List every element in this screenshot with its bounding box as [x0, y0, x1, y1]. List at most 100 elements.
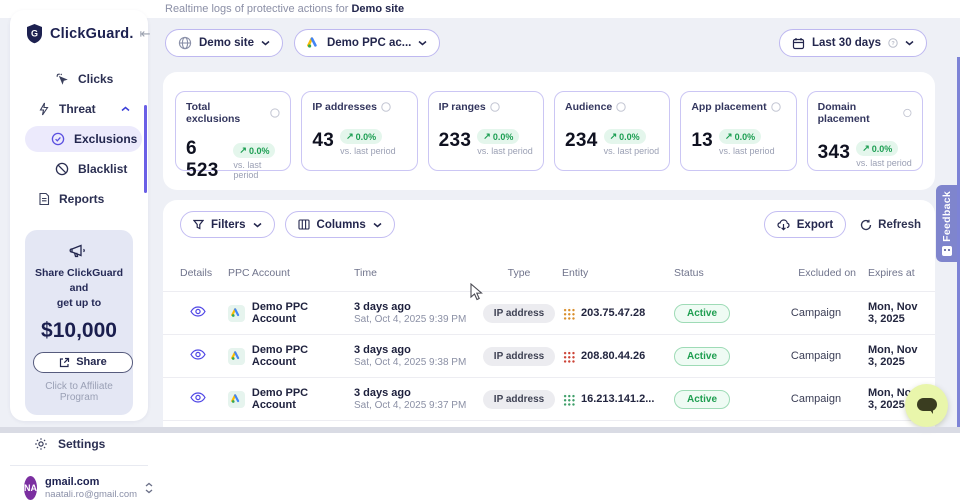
trend-badge: ↗ 0.0%	[233, 143, 275, 158]
stat-label: IP ranges	[439, 101, 486, 113]
time-absolute: Sat, Oct 4, 2025 9:38 PM	[354, 357, 476, 368]
stat-note: vs. last period	[340, 146, 396, 156]
chevron-down-icon	[373, 222, 382, 228]
trend-up-icon: ↗	[483, 131, 491, 142]
gear-icon	[34, 437, 48, 451]
trend-badge: ↗ 0.0%	[604, 129, 646, 144]
trend-badge: ↗ 0.0%	[340, 129, 382, 144]
ppc-account-filter-dropdown[interactable]: Demo PPC ac...	[294, 29, 440, 57]
stat-card-ip-addresses: IP addresses 43 ↗ 0.0%vs. last period	[301, 91, 417, 171]
sidebar-collapse-icon[interactable]: ⇤	[140, 26, 151, 42]
sidebar-item-threat[interactable]: Threat	[14, 96, 144, 122]
help-circle-icon	[771, 102, 781, 112]
sidebar-item-blacklist[interactable]: Blacklist	[14, 156, 144, 182]
trend-badge: ↗ 0.0%	[856, 141, 898, 156]
subtitle-site-name: Demo site	[351, 3, 404, 15]
nav-label: Threat	[59, 102, 96, 116]
stat-label: App placement	[691, 101, 766, 113]
view-details-eye-icon[interactable]	[180, 306, 206, 317]
chevron-updown-icon	[145, 482, 153, 494]
trend-badge: ↗ 0.0%	[719, 129, 761, 144]
nav-label: Clicks	[78, 72, 113, 86]
feedback-tab[interactable]: Feedback	[936, 185, 957, 262]
refresh-button[interactable]: Refresh	[860, 219, 921, 231]
settings-label: Settings	[58, 437, 105, 451]
help-circle-icon	[381, 102, 391, 112]
sidebar: G ClickGuard. ⇤ Clicks Threat Exclusions…	[10, 10, 148, 421]
help-circle-icon	[903, 108, 912, 118]
view-details-eye-icon[interactable]	[180, 392, 206, 403]
help-circle-icon: ?	[888, 38, 898, 48]
promo-text-line1: Share ClickGuard and	[33, 266, 125, 296]
chevron-down-icon	[905, 40, 914, 46]
chevron-up-icon	[121, 106, 130, 112]
time-relative: 3 days ago	[354, 301, 476, 313]
share-label: Share	[76, 356, 107, 368]
ip-flag-icon	[562, 350, 575, 363]
external-link-icon	[59, 357, 70, 368]
col-header-ppc-account[interactable]: PPC Account	[228, 261, 354, 279]
globe-icon	[178, 36, 192, 50]
filters-label: Filters	[211, 219, 246, 231]
col-header-time[interactable]: Time	[354, 261, 476, 279]
col-header-excluded-on[interactable]: Excluded on	[798, 261, 856, 279]
site-filter-dropdown[interactable]: Demo site	[165, 29, 283, 57]
stat-note: vs. last period	[233, 160, 280, 180]
promo-text-line2: get up to	[33, 296, 125, 311]
filters-dropdown[interactable]: Filters	[180, 211, 275, 238]
sidebar-item-clicks[interactable]: Clicks	[14, 66, 144, 92]
view-details-eye-icon[interactable]	[180, 349, 206, 360]
google-ads-icon	[228, 348, 245, 365]
brand-name: ClickGuard.	[50, 26, 134, 42]
date-range-dropdown[interactable]: Last 30 days ?	[779, 29, 927, 57]
col-header-status[interactable]: Status	[674, 261, 776, 279]
user-account-menu[interactable]: NA gmail.com naatali.ro@gmail.com	[10, 466, 148, 500]
stat-card-app-placement: App placement 13 ↗ 0.0%vs. last period	[680, 91, 796, 171]
feedback-label: Feedback	[941, 191, 953, 242]
stat-card-ip-ranges: IP ranges 233 ↗ 0.0%vs. last period	[428, 91, 544, 171]
help-circle-icon	[616, 102, 626, 112]
sidebar-item-exclusions[interactable]: Exclusions	[25, 126, 142, 152]
col-header-entity[interactable]: Entity	[562, 261, 674, 279]
time-absolute: Sat, Oct 4, 2025 9:39 PM	[354, 314, 476, 325]
time-absolute: Sat, Oct 4, 2025 9:37 PM	[354, 400, 476, 411]
columns-dropdown[interactable]: Columns	[285, 211, 395, 238]
chat-widget-button[interactable]	[905, 384, 948, 427]
type-badge: IP address	[483, 347, 555, 366]
ppc-account-name: Demo PPC Account	[252, 301, 354, 325]
nav-label: Blacklist	[78, 162, 127, 176]
col-header-details[interactable]: Details	[180, 261, 228, 279]
lightning-icon	[38, 102, 50, 116]
status-badge: Active	[674, 347, 730, 366]
affiliate-promo-card[interactable]: Share ClickGuard and get up to $10,000 S…	[25, 230, 133, 415]
export-button[interactable]: Export	[764, 211, 846, 238]
stat-label: IP addresses	[312, 101, 377, 113]
logs-table-panel: Filters Columns Export Refresh Details P…	[163, 200, 935, 440]
feedback-smiley-icon	[942, 246, 952, 256]
sidebar-item-reports[interactable]: Reports	[14, 186, 144, 212]
ip-flag-icon	[562, 307, 575, 320]
sidebar-nav: Clicks Threat Exclusions Blacklist Repor…	[10, 66, 148, 212]
clickguard-logo-icon: G	[25, 23, 44, 44]
ppc-account-name: Demo PPC Account	[252, 387, 354, 411]
time-relative: 3 days ago	[354, 344, 476, 356]
window-edge	[0, 427, 960, 433]
site-filter-value: Demo site	[199, 37, 254, 49]
stat-value: 233	[439, 130, 472, 152]
share-button[interactable]: Share	[33, 352, 133, 373]
chevron-down-icon	[261, 40, 270, 46]
ppc-account-name: Demo PPC Account	[252, 344, 354, 368]
refresh-icon	[860, 219, 872, 231]
sidebar-item-settings[interactable]: Settings	[10, 437, 148, 451]
user-name: gmail.com	[45, 476, 137, 490]
stat-label: Total exclusions	[186, 101, 266, 125]
stat-card-total-exclusions: Total exclusions 6 523 ↗ 0.0%vs. last pe…	[175, 91, 291, 171]
col-header-expires-at[interactable]: Expires at	[856, 261, 925, 279]
stat-note: vs. last period	[477, 146, 533, 156]
col-header-type[interactable]: Type	[476, 261, 562, 279]
type-badge: IP address	[483, 390, 555, 409]
sidebar-scrollbar[interactable]	[144, 105, 148, 193]
